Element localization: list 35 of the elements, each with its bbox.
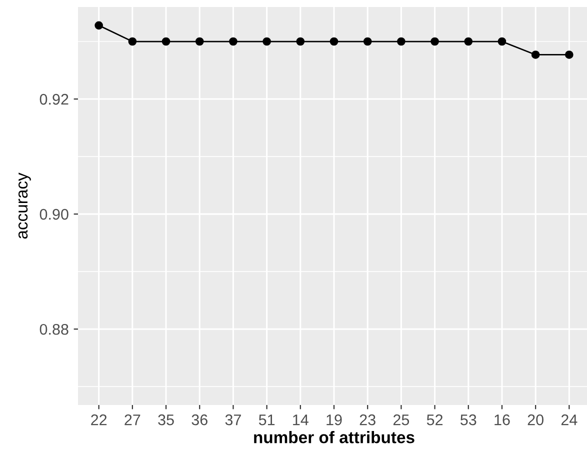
point xyxy=(430,37,439,46)
x-axis-title: number of attributes xyxy=(254,431,414,444)
y-tick-label: 0.90 xyxy=(40,208,68,220)
point xyxy=(464,37,473,46)
x-tick-label: 36 xyxy=(192,414,208,426)
y-axis-title: accuracy xyxy=(18,172,31,239)
point xyxy=(565,50,574,59)
x-tick-label: 52 xyxy=(426,414,443,426)
x-tick-label: 14 xyxy=(293,414,308,426)
y-tick-label: 0.88 xyxy=(40,324,68,335)
point xyxy=(162,37,170,46)
x-tick-label: 22 xyxy=(91,414,107,426)
point xyxy=(531,50,540,59)
point xyxy=(229,37,238,46)
point xyxy=(330,37,338,46)
point xyxy=(363,37,372,46)
point xyxy=(94,21,103,30)
point xyxy=(498,37,506,46)
point xyxy=(262,37,271,46)
x-tick-label: 37 xyxy=(225,414,241,426)
x-tick-label: 24 xyxy=(561,414,578,426)
x-tick-label: 23 xyxy=(360,414,376,426)
point xyxy=(195,37,204,46)
y-tick-label: 0.92 xyxy=(40,94,68,105)
x-tick-label: 35 xyxy=(158,414,174,426)
point xyxy=(397,37,406,46)
x-tick-label: 51 xyxy=(258,414,275,426)
x-tick-label: 25 xyxy=(393,414,410,426)
x-tick-label: 53 xyxy=(460,414,476,426)
point xyxy=(128,37,137,46)
x-tick-label: 27 xyxy=(124,414,140,426)
x-tick-label: 19 xyxy=(326,414,342,426)
point xyxy=(296,37,305,46)
x-tick-label: 20 xyxy=(528,414,544,426)
x-tick-label: 16 xyxy=(494,414,510,426)
